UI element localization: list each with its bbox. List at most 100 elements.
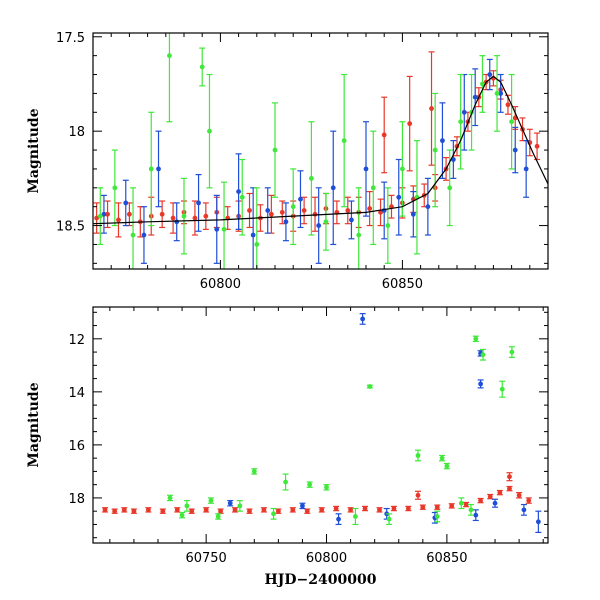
data-point: [208, 498, 214, 503]
y-tick-label: 12: [68, 333, 85, 348]
data-point: [449, 503, 455, 509]
data-point: [97, 213, 103, 219]
data-point: [405, 506, 411, 511]
data-point: [377, 507, 382, 513]
data-point: [461, 109, 467, 115]
data-point: [420, 504, 426, 510]
data-point: [94, 215, 100, 221]
data-point: [218, 508, 223, 514]
data-point: [123, 200, 129, 206]
data-point: [268, 211, 274, 217]
data-point: [367, 206, 373, 211]
data-point: [131, 508, 137, 514]
data-point: [290, 507, 296, 513]
y-tick-label: 17.5: [56, 31, 85, 46]
x-axis-title: HJD−2400000: [265, 572, 377, 588]
data-point: [458, 500, 464, 506]
data-point: [507, 486, 512, 492]
data-point: [199, 64, 205, 70]
data-point: [192, 215, 198, 221]
data-point: [534, 143, 540, 149]
data-point: [429, 106, 434, 111]
data-point: [362, 506, 368, 511]
data-point: [492, 500, 498, 506]
data-point: [141, 232, 147, 238]
data-point: [487, 72, 493, 77]
data-point: [512, 147, 518, 153]
data-point: [407, 121, 413, 127]
data-point: [232, 507, 238, 513]
data-point: [324, 484, 329, 490]
data-point: [348, 507, 353, 513]
data-point: [323, 219, 329, 225]
data-point: [237, 503, 243, 509]
series-1: [227, 313, 542, 533]
data-point: [363, 166, 369, 172]
data-point: [447, 185, 453, 191]
data-point: [432, 147, 438, 153]
data-point: [473, 336, 479, 342]
series-2: [167, 335, 515, 526]
data-point: [227, 500, 233, 506]
series-0: [93, 51, 541, 238]
data-point: [309, 175, 314, 181]
data-point: [434, 514, 440, 519]
data-point: [425, 204, 431, 210]
data-point: [275, 508, 281, 514]
data-point: [101, 211, 107, 217]
data-point: [130, 232, 136, 238]
data-point: [112, 185, 118, 191]
data-point: [247, 208, 252, 213]
data-point: [265, 208, 271, 213]
y-tick-label: 14: [68, 386, 85, 401]
data-point: [410, 211, 416, 217]
y-tick-label: 18: [68, 492, 85, 507]
y-tick-label: 18: [68, 125, 85, 140]
data-point: [271, 511, 276, 517]
data-point: [312, 211, 318, 217]
data-point: [247, 508, 252, 514]
data-point: [396, 194, 402, 200]
plot-frame: [92, 32, 549, 270]
data-point: [167, 495, 173, 501]
x-tick-label: 60800: [306, 551, 347, 566]
x-tick-label: 60850: [382, 277, 423, 292]
data-point: [160, 508, 166, 514]
data-point: [261, 507, 267, 513]
data-point: [385, 223, 391, 228]
data-point: [400, 166, 405, 172]
data-point: [472, 94, 478, 100]
y-axis-title: Magnitude: [26, 382, 42, 467]
data-point: [480, 81, 485, 87]
data-point: [203, 213, 209, 219]
data-point: [215, 514, 221, 519]
data-point: [239, 194, 245, 200]
data-point: [345, 208, 351, 213]
data-point: [174, 219, 180, 225]
data-point: [360, 316, 366, 322]
y-tick-label: 16: [68, 439, 85, 454]
data-point: [349, 217, 354, 223]
data-point: [434, 504, 440, 510]
data-point: [505, 102, 511, 108]
data-point: [112, 508, 118, 514]
data-point: [279, 209, 285, 215]
data-point: [463, 502, 469, 507]
plot-area: [93, 33, 548, 269]
data-point: [251, 469, 257, 474]
data-point: [298, 196, 303, 202]
data-point: [473, 512, 479, 518]
data-point: [126, 211, 132, 217]
data-point: [526, 498, 532, 503]
data-point: [184, 503, 190, 509]
data-point: [319, 507, 325, 513]
data-point: [494, 91, 500, 96]
data-point: [478, 381, 483, 387]
data-point: [283, 219, 289, 225]
data-point: [179, 512, 185, 518]
data-point: [330, 185, 336, 191]
data-point: [300, 503, 305, 509]
data-point: [378, 209, 383, 215]
data-point: [254, 242, 260, 247]
